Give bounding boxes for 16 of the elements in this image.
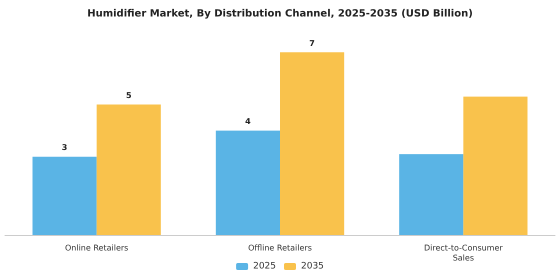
data-label: 7 [309,38,315,48]
data-label: 4 [245,117,252,126]
legend-label: 2025 [253,262,276,272]
data-label: 3 [62,143,68,152]
x-tick-label: Offline Retailers [248,244,312,252]
bar [399,154,464,235]
legend-label: 2035 [301,262,324,272]
x-tick-label: Direct-to-Consumer Sales [424,244,504,262]
data-label: 5 [126,90,132,100]
bar [463,96,528,235]
x-tick-label: Online Retailers [64,244,128,252]
bar [216,130,280,235]
bar [32,156,97,235]
chart-title: Humidifier Market, By Distribution Channel, 2025-2035 (USD Billion) [87,8,473,20]
bar [280,52,344,235]
bar [96,104,161,235]
